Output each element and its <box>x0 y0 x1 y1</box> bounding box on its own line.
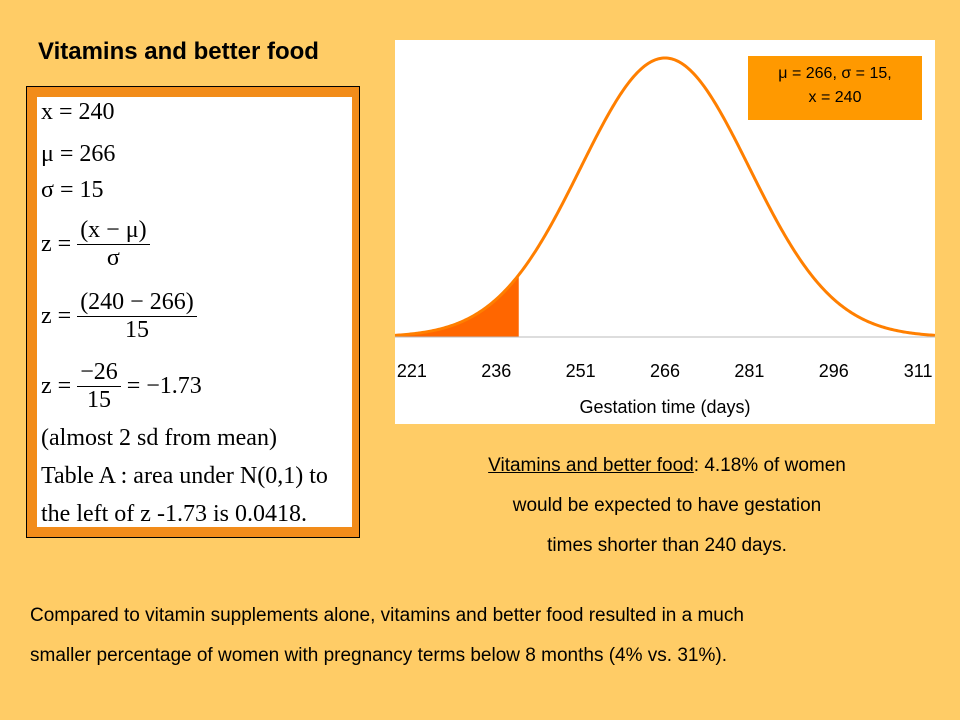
formula-z-result: z = −26 15 = −1.73 <box>41 359 202 414</box>
z2-numerator: (240 − 266) <box>77 289 197 317</box>
parameters-line2: x = 240 <box>808 89 862 106</box>
caption-line1-rest: : 4.18% of women <box>693 455 846 476</box>
formula-panel: x = 240 μ = 266 σ = 15 z = (x − μ) σ z =… <box>37 97 352 527</box>
x-tick-label: 311 <box>904 361 933 381</box>
z3-denominator: 15 <box>86 387 111 413</box>
x-tick-label: 266 <box>650 361 680 381</box>
formula-mu: μ = 266 <box>41 141 116 167</box>
formula-box: x = 240 μ = 266 σ = 15 z = (x − μ) σ z =… <box>26 86 360 538</box>
z3-numerator: −26 <box>77 359 121 387</box>
parameters-line1: μ = 266, σ = 15, <box>778 65 892 82</box>
density-curve <box>395 56 935 337</box>
x-tick-label: 221 <box>397 361 427 381</box>
z3-result: = −1.73 <box>126 373 202 399</box>
summary-line1: Compared to vitamin supplements alone, v… <box>30 605 744 626</box>
z2-denominator: 15 <box>124 317 149 343</box>
parameters-box: μ = 266, σ = 15, x = 240 <box>748 56 922 120</box>
x-axis-label: Gestation time (days) <box>579 397 750 417</box>
formula-note-sd: (almost 2 sd from mean) <box>41 425 277 451</box>
z-lhs: z = <box>41 231 72 257</box>
caption-line1: Vitamins and better food: 4.18% of women <box>400 446 934 486</box>
caption-lead: Vitamins and better food <box>488 455 694 476</box>
formula-z-substituted: z = (240 − 266) 15 <box>41 289 197 344</box>
x-tick-label: 251 <box>566 361 596 381</box>
formula-note-table: Table A : area under N(0,1) to <box>41 463 328 489</box>
slide-title: Vitamins and better food <box>38 38 319 65</box>
z-denominator: σ <box>106 245 120 271</box>
caption-line2: would be expected to have gestation <box>512 495 822 516</box>
x-tick-label: 281 <box>734 361 764 381</box>
formula-sigma: σ = 15 <box>41 177 104 203</box>
formula-note-area: the left of z -1.73 is 0.0418. <box>41 501 307 527</box>
x-tick-label: 236 <box>481 361 511 381</box>
chart-caption: Vitamins and better food: 4.18% of women… <box>400 446 934 566</box>
formula-z-definition: z = (x − μ) σ <box>41 217 150 272</box>
z-fraction: (x − μ) σ <box>77 217 150 272</box>
caption-line3: times shorter than 240 days. <box>547 535 787 556</box>
x-tick-label: 296 <box>819 361 849 381</box>
normal-curve-chart: 221 236 251 266 281 296 311 Gestation time (day… <box>395 56 935 417</box>
formula-x: x = 240 <box>41 99 115 125</box>
summary-line2: smaller percentage of women with pregnan… <box>30 645 727 666</box>
shaded-area <box>395 274 519 337</box>
z-numerator: (x − μ) <box>77 217 150 245</box>
z3-fraction: −26 15 <box>77 359 121 414</box>
summary-text: Compared to vitamin supplements alone, v… <box>30 596 930 676</box>
z3-lhs: z = <box>41 373 72 399</box>
z2-lhs: z = <box>41 303 72 329</box>
z2-fraction: (240 − 266) 15 <box>77 289 197 344</box>
